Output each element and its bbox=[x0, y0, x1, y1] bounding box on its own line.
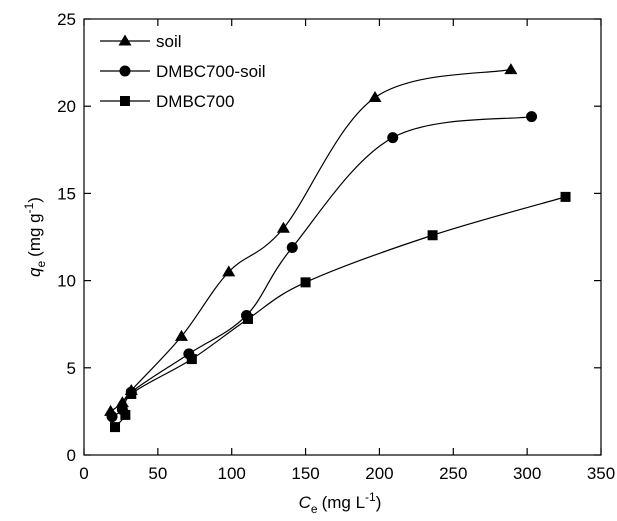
y-label-unit: (mg g bbox=[25, 213, 44, 256]
marker bbox=[174, 329, 188, 341]
marker bbox=[560, 191, 571, 202]
x-tick-label: 0 bbox=[79, 464, 88, 483]
y-label-superscript: -1 bbox=[22, 202, 36, 213]
x-tick-label: 350 bbox=[587, 464, 615, 483]
x-label-superscript: -1 bbox=[365, 490, 376, 504]
legend-marker bbox=[120, 96, 130, 106]
x-tick-label: 300 bbox=[513, 464, 541, 483]
legend-marker bbox=[119, 65, 131, 77]
y-label-close: ) bbox=[25, 197, 44, 203]
legend-label: DMBC700 bbox=[156, 92, 234, 111]
fit-curve bbox=[111, 116, 532, 418]
x-label-unit: (mg L bbox=[322, 493, 365, 512]
marker bbox=[387, 132, 399, 144]
x-tick-label: 250 bbox=[439, 464, 467, 483]
y-axis-label: qe (mg g-1) bbox=[22, 197, 48, 277]
fit-curve bbox=[114, 196, 566, 428]
marker bbox=[222, 265, 236, 277]
legend-label: DMBC700-soil bbox=[156, 62, 266, 81]
marker bbox=[126, 388, 137, 399]
marker bbox=[242, 313, 253, 324]
x-label-subscript: e bbox=[311, 502, 318, 516]
y-tick-label: 0 bbox=[67, 446, 76, 465]
marker bbox=[300, 277, 311, 288]
x-tick-label: 100 bbox=[218, 464, 246, 483]
marker bbox=[526, 111, 538, 123]
y-tick-label: 15 bbox=[57, 184, 76, 203]
marker bbox=[504, 63, 518, 75]
x-axis-label: Ce (mg L-1) bbox=[299, 490, 382, 516]
x-tick-label: 50 bbox=[148, 464, 167, 483]
legend-label: soil bbox=[156, 32, 182, 51]
marker bbox=[427, 230, 438, 241]
marker bbox=[276, 221, 290, 233]
marker bbox=[106, 411, 118, 423]
x-tick-label: 200 bbox=[365, 464, 393, 483]
marker bbox=[110, 422, 121, 433]
x-tick-label: 150 bbox=[291, 464, 319, 483]
marker bbox=[120, 409, 131, 420]
y-label-symbol: q bbox=[25, 267, 44, 277]
y-tick-label: 5 bbox=[67, 359, 76, 378]
marker bbox=[368, 90, 382, 102]
marker bbox=[286, 241, 298, 253]
x-label-symbol: C bbox=[299, 493, 312, 512]
y-tick-label: 25 bbox=[57, 10, 76, 29]
x-label-close: ) bbox=[376, 493, 382, 512]
legend-marker bbox=[118, 34, 132, 46]
marker bbox=[186, 354, 197, 365]
plot-frame bbox=[83, 18, 602, 456]
y-tick-label: 10 bbox=[57, 272, 76, 291]
y-label-subscript: e bbox=[34, 261, 48, 268]
fit-curve bbox=[110, 68, 512, 412]
y-tick-label: 20 bbox=[57, 97, 76, 116]
